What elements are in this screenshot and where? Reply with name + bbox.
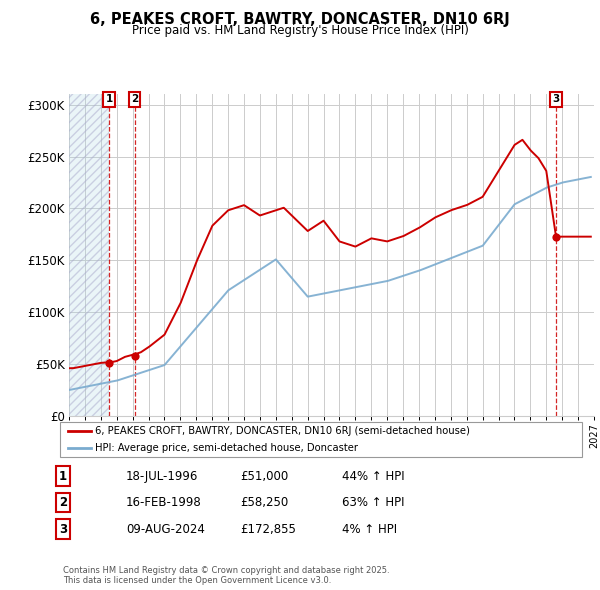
Text: £51,000: £51,000	[240, 470, 288, 483]
Point	[104, 358, 114, 368]
Text: £172,855: £172,855	[240, 523, 296, 536]
Text: 63% ↑ HPI: 63% ↑ HPI	[342, 496, 404, 509]
Text: 4% ↑ HPI: 4% ↑ HPI	[342, 523, 397, 536]
Text: 3: 3	[59, 523, 67, 536]
Text: 6, PEAKES CROFT, BAWTRY, DONCASTER, DN10 6RJ (semi-detached house): 6, PEAKES CROFT, BAWTRY, DONCASTER, DN10…	[95, 426, 470, 435]
Text: 16-FEB-1998: 16-FEB-1998	[126, 496, 202, 509]
Text: £58,250: £58,250	[240, 496, 288, 509]
Text: 6, PEAKES CROFT, BAWTRY, DONCASTER, DN10 6RJ: 6, PEAKES CROFT, BAWTRY, DONCASTER, DN10…	[90, 12, 510, 27]
Text: 09-AUG-2024: 09-AUG-2024	[126, 523, 205, 536]
Text: 18-JUL-1996: 18-JUL-1996	[126, 470, 199, 483]
Text: 2: 2	[131, 94, 138, 104]
Point	[130, 351, 139, 360]
Text: HPI: Average price, semi-detached house, Doncaster: HPI: Average price, semi-detached house,…	[95, 444, 358, 453]
Text: 3: 3	[553, 94, 560, 104]
Text: Price paid vs. HM Land Registry's House Price Index (HPI): Price paid vs. HM Land Registry's House …	[131, 24, 469, 37]
Text: 44% ↑ HPI: 44% ↑ HPI	[342, 470, 404, 483]
Point	[551, 232, 561, 241]
Text: 1: 1	[106, 94, 113, 104]
Bar	[69, 94, 109, 416]
Bar	[69, 94, 109, 416]
Text: Contains HM Land Registry data © Crown copyright and database right 2025.
This d: Contains HM Land Registry data © Crown c…	[63, 566, 389, 585]
Text: 1: 1	[59, 470, 67, 483]
Text: 2: 2	[59, 496, 67, 509]
